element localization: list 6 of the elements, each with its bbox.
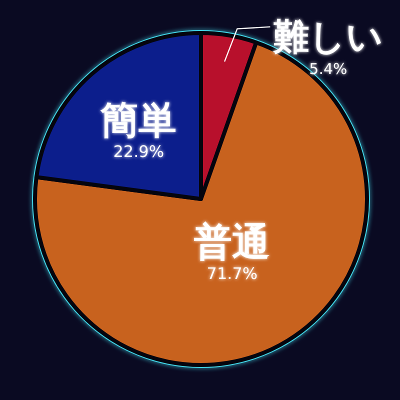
slice-label: 難しい xyxy=(272,16,384,58)
data-label: 5.4% xyxy=(309,60,348,78)
data-label: 22.9% xyxy=(113,142,164,161)
slice-label: 簡単 xyxy=(100,98,177,142)
data-label: 71.7% xyxy=(206,264,258,283)
slice-label: 普通 xyxy=(194,220,270,264)
